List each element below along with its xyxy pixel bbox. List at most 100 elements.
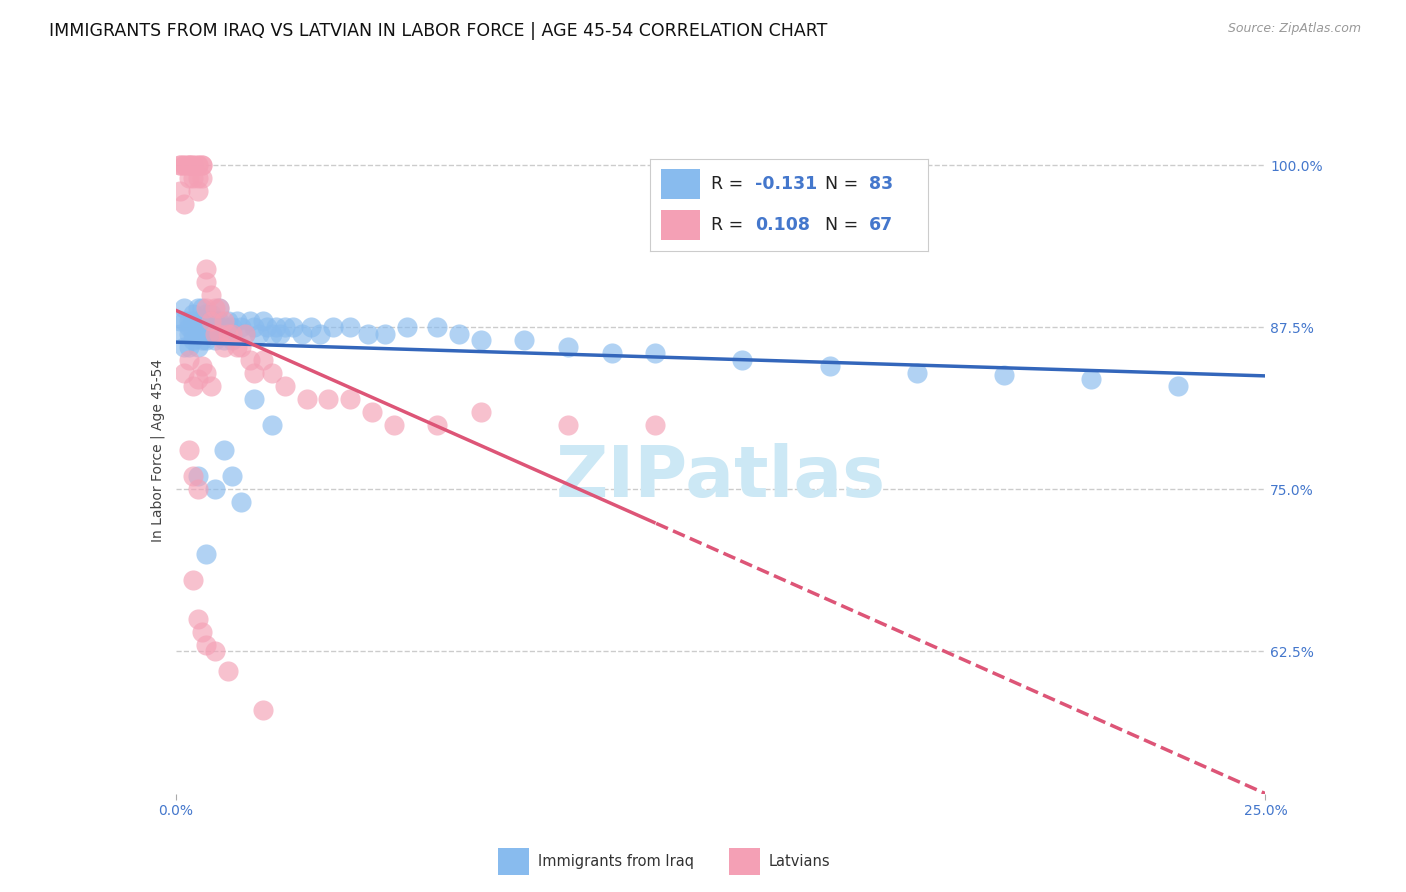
Point — [204, 644, 226, 658]
Point — [204, 483, 226, 497]
Point — [186, 340, 209, 354]
Point — [600, 346, 623, 360]
Point — [200, 378, 222, 392]
Point — [186, 372, 209, 386]
Point — [177, 171, 200, 186]
Point — [177, 314, 200, 328]
Point — [235, 326, 257, 341]
Point — [200, 320, 222, 334]
Point — [905, 366, 928, 380]
Point — [186, 301, 209, 315]
Point — [260, 366, 283, 380]
Point — [177, 352, 200, 367]
Point — [181, 334, 204, 348]
Point — [1167, 378, 1189, 392]
Point — [177, 326, 200, 341]
Point — [212, 340, 235, 354]
Point — [256, 320, 278, 334]
Point — [283, 320, 305, 334]
Text: -0.131: -0.131 — [755, 175, 817, 193]
Point — [181, 307, 204, 321]
Point — [173, 158, 195, 172]
Point — [173, 340, 195, 354]
Point — [308, 326, 330, 341]
Point — [181, 171, 204, 186]
Point — [356, 326, 378, 341]
Point — [382, 417, 405, 432]
Point — [212, 334, 235, 348]
Point — [231, 320, 253, 334]
Point — [181, 469, 204, 483]
Point — [557, 417, 579, 432]
FancyBboxPatch shape — [661, 169, 700, 199]
Point — [186, 158, 209, 172]
Point — [264, 320, 287, 334]
Point — [208, 301, 231, 315]
Point — [191, 158, 214, 172]
Point — [208, 314, 231, 328]
Point — [225, 314, 247, 328]
Point — [818, 359, 841, 374]
Point — [195, 547, 218, 561]
Point — [221, 334, 243, 348]
Point — [181, 326, 204, 341]
Point — [181, 314, 204, 328]
Text: 83: 83 — [869, 175, 893, 193]
Point — [181, 158, 204, 172]
Point — [195, 314, 218, 328]
Point — [252, 314, 274, 328]
Point — [557, 340, 579, 354]
Point — [191, 314, 214, 328]
Point — [299, 320, 322, 334]
Text: R =: R = — [711, 216, 748, 234]
Y-axis label: In Labor Force | Age 45-54: In Labor Force | Age 45-54 — [150, 359, 165, 542]
Point — [212, 314, 235, 328]
Point — [231, 495, 253, 509]
Point — [252, 352, 274, 367]
Point — [191, 359, 214, 374]
Point — [217, 664, 239, 678]
Point — [243, 392, 266, 406]
Point — [231, 340, 253, 354]
Point — [513, 334, 536, 348]
Point — [274, 320, 297, 334]
Point — [1080, 372, 1102, 386]
Point — [470, 404, 492, 418]
Point — [243, 320, 266, 334]
Point — [225, 340, 247, 354]
Point — [181, 158, 204, 172]
Point — [221, 469, 243, 483]
Point — [200, 314, 222, 328]
Point — [274, 378, 297, 392]
Point — [186, 158, 209, 172]
Point — [217, 314, 239, 328]
Text: 0.108: 0.108 — [755, 216, 810, 234]
Point — [177, 340, 200, 354]
Point — [208, 326, 231, 341]
Point — [235, 326, 257, 341]
Point — [173, 366, 195, 380]
Point — [204, 314, 226, 328]
Point — [191, 320, 214, 334]
FancyBboxPatch shape — [730, 848, 759, 875]
Point — [644, 417, 666, 432]
Text: ZIPatlas: ZIPatlas — [555, 443, 886, 512]
Point — [177, 320, 200, 334]
Point — [173, 197, 195, 211]
Point — [221, 320, 243, 334]
Text: R =: R = — [711, 175, 748, 193]
Text: N =: N = — [825, 175, 863, 193]
Point — [374, 326, 396, 341]
Point — [993, 368, 1015, 383]
Point — [260, 417, 283, 432]
Point — [322, 320, 344, 334]
Point — [252, 703, 274, 717]
FancyBboxPatch shape — [498, 848, 529, 875]
Point — [191, 158, 214, 172]
Point — [191, 171, 214, 186]
Point — [195, 326, 218, 341]
Point — [295, 392, 318, 406]
Point — [200, 288, 222, 302]
Text: Immigrants from Iraq: Immigrants from Iraq — [537, 855, 693, 869]
Point — [204, 301, 226, 315]
